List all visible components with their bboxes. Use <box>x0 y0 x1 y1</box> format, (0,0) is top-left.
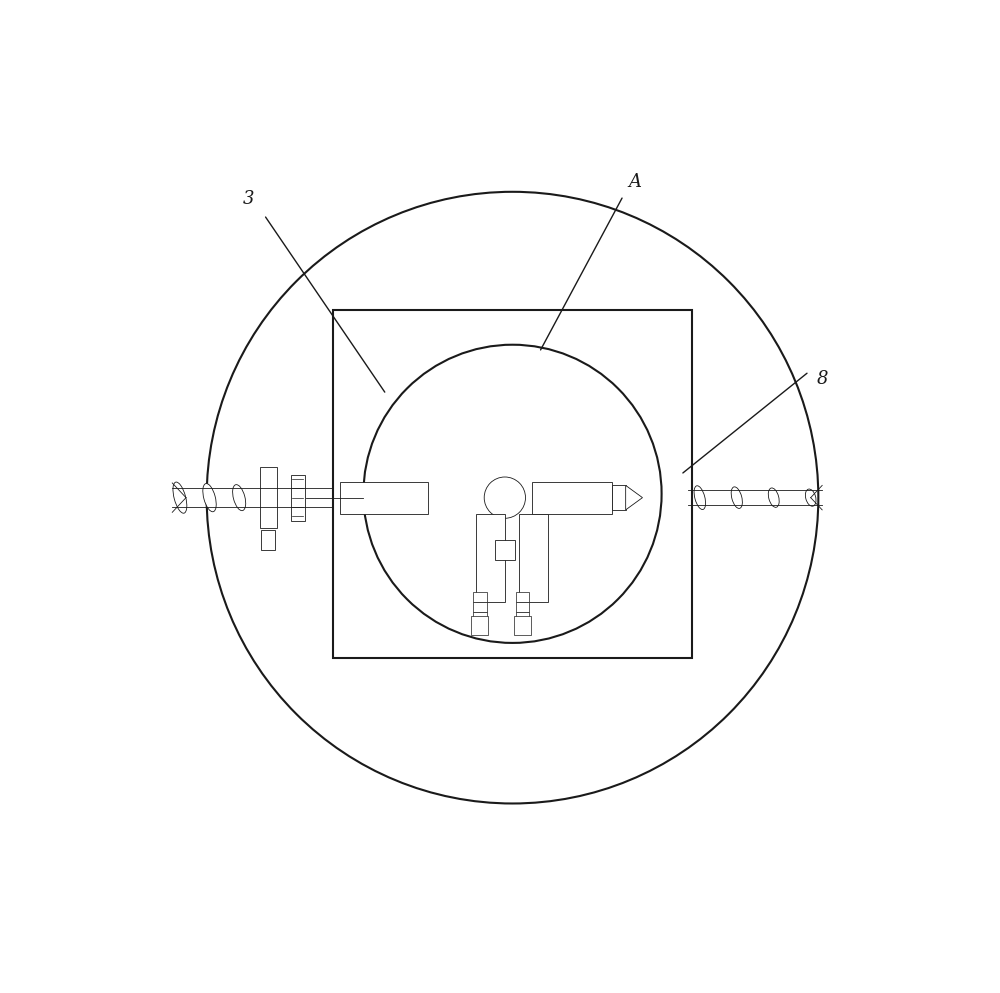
Bar <box>260 467 277 528</box>
Bar <box>473 613 487 622</box>
Bar <box>340 482 428 513</box>
Bar <box>291 475 305 520</box>
Ellipse shape <box>203 484 216 511</box>
Bar <box>519 513 548 602</box>
Text: 8: 8 <box>816 370 828 388</box>
Ellipse shape <box>694 486 706 509</box>
Bar <box>495 540 515 560</box>
Bar <box>516 613 529 622</box>
Ellipse shape <box>262 486 275 509</box>
Bar <box>473 603 487 612</box>
Ellipse shape <box>233 485 246 510</box>
Bar <box>261 529 275 550</box>
Bar <box>476 513 505 602</box>
Ellipse shape <box>292 489 304 507</box>
Ellipse shape <box>768 488 779 507</box>
Bar <box>532 482 612 513</box>
Ellipse shape <box>731 487 742 508</box>
Text: 3: 3 <box>243 191 254 209</box>
Bar <box>612 486 626 509</box>
Polygon shape <box>626 486 642 509</box>
Bar <box>473 593 487 602</box>
Bar <box>516 593 529 602</box>
Text: A: A <box>628 173 641 191</box>
Bar <box>333 310 692 658</box>
Bar <box>514 616 531 636</box>
Ellipse shape <box>173 482 187 513</box>
Bar <box>516 603 529 612</box>
Bar <box>471 616 488 636</box>
Ellipse shape <box>805 489 816 506</box>
